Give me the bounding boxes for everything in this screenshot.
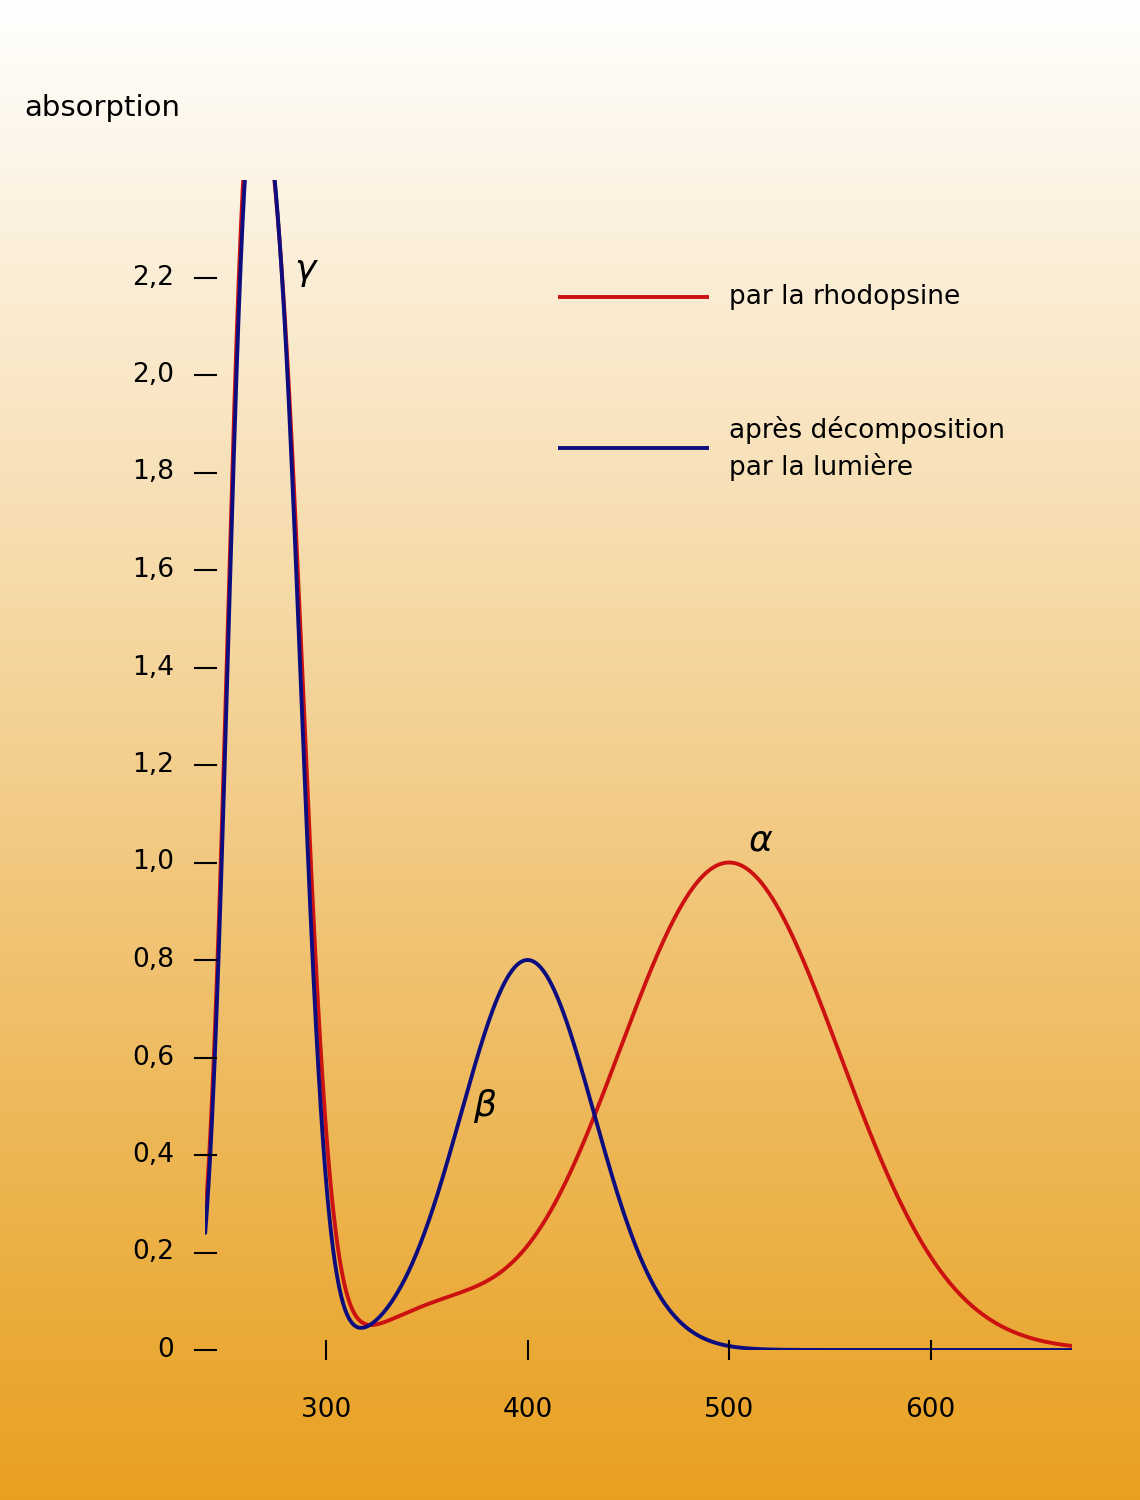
Text: 400: 400 bbox=[503, 1396, 553, 1423]
Text: après décomposition
par la lumière: après décomposition par la lumière bbox=[730, 416, 1005, 480]
Text: 1,2: 1,2 bbox=[132, 752, 174, 778]
Text: 600: 600 bbox=[905, 1396, 955, 1423]
Text: absorption: absorption bbox=[24, 93, 180, 122]
Text: 0,8: 0,8 bbox=[132, 946, 174, 974]
Text: 500: 500 bbox=[703, 1396, 755, 1423]
Text: 1,6: 1,6 bbox=[132, 556, 174, 584]
Text: α: α bbox=[749, 824, 773, 858]
Text: β: β bbox=[473, 1089, 496, 1124]
Text: 0,4: 0,4 bbox=[132, 1142, 174, 1168]
Text: 300: 300 bbox=[301, 1396, 351, 1423]
Text: γ: γ bbox=[294, 254, 316, 288]
Text: 1,8: 1,8 bbox=[132, 459, 174, 486]
Text: par la rhodopsine: par la rhodopsine bbox=[730, 284, 960, 310]
Text: 0,6: 0,6 bbox=[132, 1044, 174, 1071]
Text: 2,2: 2,2 bbox=[132, 264, 174, 291]
Text: 1,0: 1,0 bbox=[132, 849, 174, 876]
Text: 1,4: 1,4 bbox=[132, 654, 174, 681]
Text: 0: 0 bbox=[157, 1336, 174, 1364]
Text: 0,2: 0,2 bbox=[132, 1239, 174, 1266]
Text: 2,0: 2,0 bbox=[132, 362, 174, 388]
